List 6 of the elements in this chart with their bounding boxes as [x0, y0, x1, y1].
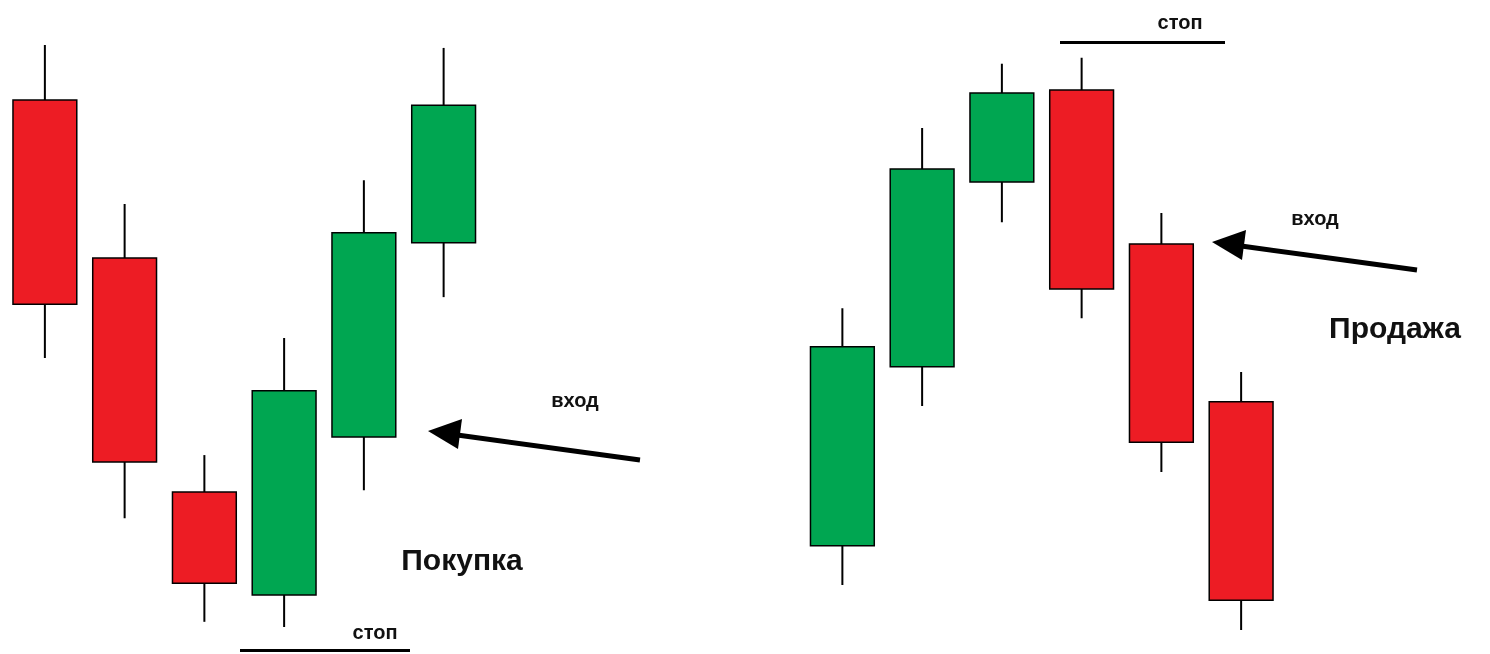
annotation: вход: [551, 388, 599, 412]
annotation: стоп: [352, 620, 398, 644]
text: стоп: [1157, 10, 1203, 34]
annotation: Покупка: [401, 543, 523, 577]
text: вход: [1291, 206, 1339, 230]
text: Продажа: [1329, 311, 1461, 345]
